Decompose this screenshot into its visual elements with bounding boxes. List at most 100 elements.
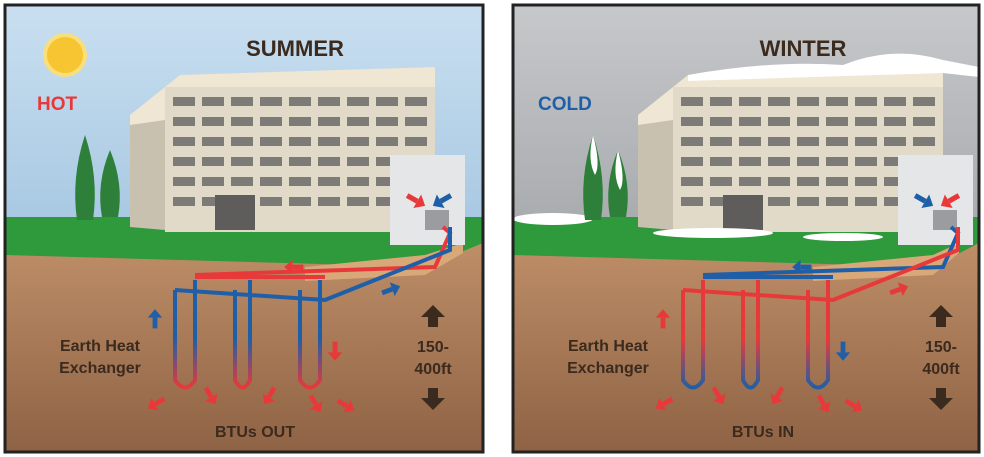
window [855,97,877,106]
exchanger-label: Earth Heat [60,338,141,355]
window [739,97,761,106]
window [405,137,427,146]
window [884,137,906,146]
snow [653,228,773,238]
door [723,195,763,230]
btu-label: BTUs IN [732,424,794,441]
window [797,157,819,166]
window [884,117,906,126]
arrow-shaft [153,318,158,329]
window [260,177,282,186]
window [826,197,848,206]
window [231,137,253,146]
window [260,137,282,146]
window [710,97,732,106]
window [826,177,848,186]
sun [45,35,85,75]
window [913,137,935,146]
window [913,97,935,106]
arrow-shaft [801,265,812,270]
exchanger-label: Exchanger [567,360,649,377]
window [318,137,340,146]
window [173,117,195,126]
door [215,195,255,230]
window [768,157,790,166]
arrow-shaft [661,318,666,329]
window [884,97,906,106]
window [768,117,790,126]
window [768,97,790,106]
window [289,157,311,166]
window [318,197,340,206]
window [202,177,224,186]
window [318,157,340,166]
depth-label: 150- [417,339,449,356]
window [797,137,819,146]
panel: WINTER COLD Earth Heat Exchanger 150- 400ft BT… [513,5,979,452]
window [710,157,732,166]
snow [803,233,883,241]
window [855,117,877,126]
window [405,117,427,126]
window [376,137,398,146]
window [347,177,369,186]
window [797,97,819,106]
window [347,157,369,166]
depth-label: 400ft [922,361,960,378]
window [260,197,282,206]
window [768,197,790,206]
window [347,97,369,106]
window [739,157,761,166]
arrow-shaft [293,265,304,270]
arrow-shaft [333,342,338,353]
building-side [638,120,673,230]
window [173,137,195,146]
window [231,157,253,166]
window [289,177,311,186]
window [681,197,703,206]
window [231,177,253,186]
window [289,117,311,126]
btu-label: BTUs OUT [215,424,295,441]
window [710,177,732,186]
window [202,157,224,166]
window [681,97,703,106]
window [318,177,340,186]
panel-title: SUMMER [246,36,344,61]
window [347,197,369,206]
window [826,137,848,146]
scene: SUMMER HOT Earth Heat Exchanger 150- 400ft BTU… [0,0,984,457]
window [681,117,703,126]
exchanger-label: Exchanger [59,360,141,377]
arrow-shaft [841,342,846,353]
window [202,97,224,106]
window [826,157,848,166]
window [855,177,877,186]
window [173,197,195,206]
window [231,97,253,106]
window [739,177,761,186]
window [681,137,703,146]
depth-label: 150- [925,339,957,356]
window [376,97,398,106]
window [768,137,790,146]
annex [390,155,465,245]
window [826,117,848,126]
window [202,117,224,126]
window [681,177,703,186]
temperature-label: HOT [37,94,78,115]
exchanger-label: Earth Heat [568,338,649,355]
window [202,137,224,146]
window [913,117,935,126]
window [318,97,340,106]
annex [898,155,973,245]
window [173,97,195,106]
panel-title: WINTER [760,36,847,61]
temperature-label: COLD [538,94,592,115]
window [173,157,195,166]
window [710,117,732,126]
window [681,157,703,166]
snow [513,213,593,225]
window [710,137,732,146]
